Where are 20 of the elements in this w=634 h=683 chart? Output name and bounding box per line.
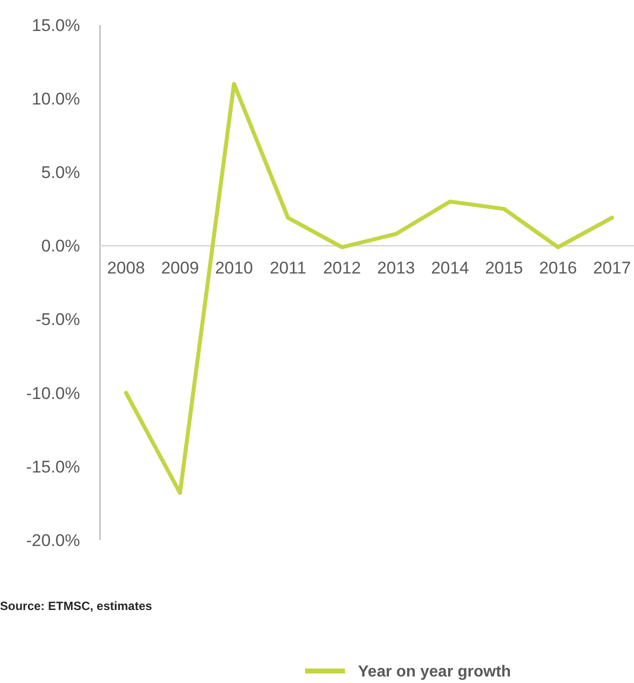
x-tick-label: 2017 <box>593 258 631 278</box>
x-tick-label: 2008 <box>107 258 145 278</box>
x-tick-label: 2010 <box>215 258 253 278</box>
y-tick-label: 10.0% <box>32 90 80 109</box>
source-note: Source: ETMSC, estimates <box>0 599 152 613</box>
x-tick-label: 2011 <box>270 258 306 278</box>
x-tick-label: 2014 <box>431 258 469 278</box>
x-tick-label: 2012 <box>323 258 361 278</box>
y-tick-label: -5.0% <box>36 310 80 330</box>
y-tick-label: 15.0% <box>32 16 80 35</box>
y-tick-label: 0.0% <box>41 236 80 256</box>
y-tick-label: -10.0% <box>26 384 80 403</box>
y-tick-label: 5.0% <box>41 163 80 182</box>
legend-label: Year on year growth <box>358 664 511 681</box>
x-tick-label: 2009 <box>161 258 199 278</box>
y-tick-label: -15.0% <box>26 457 80 476</box>
x-tick-label: 2015 <box>485 258 523 278</box>
y-tick-label: -20.0% <box>26 530 80 550</box>
x-tick-label: 2013 <box>377 258 415 278</box>
x-tick-label: 2016 <box>539 258 577 278</box>
